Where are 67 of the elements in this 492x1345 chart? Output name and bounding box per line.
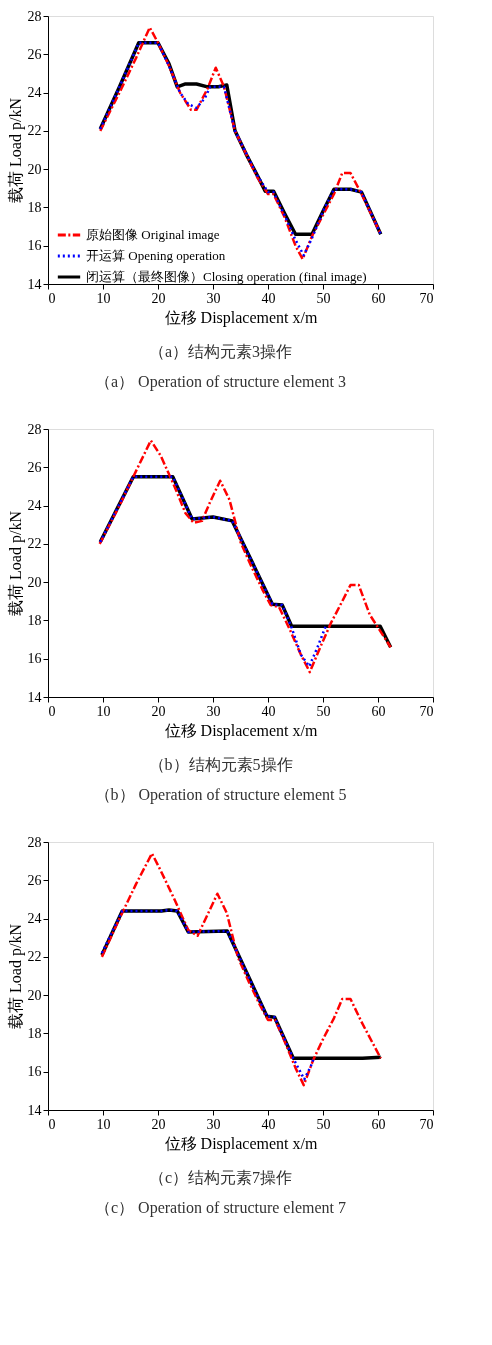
y-tick-label: 24 xyxy=(27,911,42,927)
text: （c） Operation of structure element 7 xyxy=(94,1199,347,1217)
text: （c）结构元素7操作 xyxy=(148,1169,293,1186)
x-tick-label: 60 xyxy=(371,1116,386,1132)
y-axis-title: 载荷 Load p/kN xyxy=(6,97,25,203)
x-tick-label: 60 xyxy=(371,290,386,306)
y-tick-label: 22 xyxy=(27,949,42,965)
x-tick-label: 30 xyxy=(206,1116,221,1132)
y-tick-label: 14 xyxy=(27,1102,42,1118)
text: （b） Operation of structure element 5 xyxy=(94,786,347,804)
x-tick-label: 70 xyxy=(419,1116,434,1132)
y-tick-label: 14 xyxy=(27,276,42,292)
x-tick-label: 70 xyxy=(419,703,434,719)
x-axis-title: 位移 Displacement x/m xyxy=(164,1134,318,1153)
line-series xyxy=(100,852,382,1087)
x-tick-label: 10 xyxy=(96,290,111,306)
x-tick-label: 10 xyxy=(96,703,111,719)
y-tick-label: 22 xyxy=(27,123,42,139)
x-tick-label: 30 xyxy=(206,703,221,719)
x-tick-label: 20 xyxy=(151,1116,166,1132)
x-tick-label: 10 xyxy=(96,1116,111,1132)
line-series xyxy=(99,475,327,668)
x-tick-label: 0 xyxy=(48,1116,56,1132)
y-tick-label: 22 xyxy=(27,536,42,552)
text: （a）结构元素3操作 xyxy=(148,343,293,360)
x-tick-label: 30 xyxy=(206,290,221,306)
legend-label: 闭运算（最终图像）Closing operation (final image) xyxy=(86,269,367,284)
text: （b）结构元素5操作 xyxy=(148,756,293,773)
x-tick-label: 70 xyxy=(419,290,434,306)
line-series xyxy=(100,908,315,1081)
legend-label: 原始图像 Original image xyxy=(86,227,220,242)
x-axis-title: 位移 Displacement x/m xyxy=(164,721,318,740)
x-axis-title: 位移 Displacement x/m xyxy=(164,308,318,327)
y-tick-label: 20 xyxy=(27,987,42,1003)
x-tick-label: 20 xyxy=(151,290,166,306)
legend-label: 开运算 Opening operation xyxy=(86,248,226,263)
x-tick-label: 40 xyxy=(261,1116,276,1132)
x-tick-label: 50 xyxy=(316,703,331,719)
y-tick-label: 24 xyxy=(27,498,42,514)
y-tick-label: 16 xyxy=(27,651,42,667)
y-tick-label: 20 xyxy=(27,574,42,590)
x-tick-label: 40 xyxy=(261,703,276,719)
y-tick-label: 28 xyxy=(27,8,42,24)
x-tick-label: 40 xyxy=(261,290,276,306)
x-tick-label: 20 xyxy=(151,703,166,719)
x-tick-label: 50 xyxy=(316,290,331,306)
y-tick-label: 18 xyxy=(27,199,42,215)
x-tick-label: 0 xyxy=(48,290,56,306)
y-tick-label: 28 xyxy=(27,834,42,850)
y-tick-label: 18 xyxy=(27,1025,42,1041)
y-tick-label: 18 xyxy=(27,612,42,628)
y-tick-label: 20 xyxy=(27,161,42,177)
y-tick-label: 28 xyxy=(27,421,42,437)
y-tick-label: 14 xyxy=(27,689,42,705)
x-tick-label: 0 xyxy=(48,703,56,719)
y-tick-label: 26 xyxy=(27,459,42,475)
y-tick-label: 24 xyxy=(27,85,42,101)
y-tick-label: 26 xyxy=(27,46,42,62)
y-axis-title: 载荷 Load p/kN xyxy=(6,923,25,1029)
line-series xyxy=(98,439,392,674)
y-tick-label: 16 xyxy=(27,238,42,254)
x-tick-label: 50 xyxy=(316,1116,331,1132)
x-tick-label: 60 xyxy=(371,703,386,719)
text: （a） Operation of structure element 3 xyxy=(94,373,347,391)
y-tick-label: 26 xyxy=(27,872,42,888)
y-tick-label: 16 xyxy=(27,1064,42,1080)
y-axis-title: 载荷 Load p/kN xyxy=(6,510,25,616)
